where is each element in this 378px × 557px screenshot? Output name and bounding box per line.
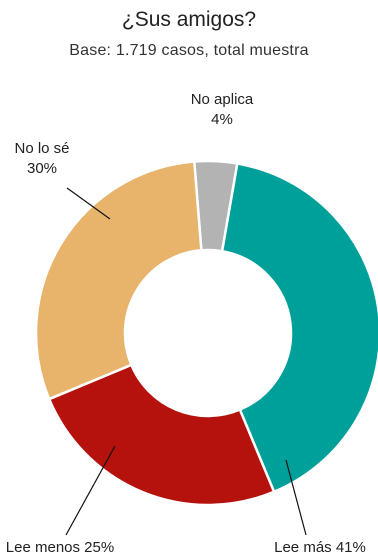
- donut-slice-no-lo-sé: [34, 160, 203, 401]
- leader-lines-layer: [65, 187, 307, 536]
- chart-subtitle: Base: 1.719 casos, total muestra: [69, 42, 309, 59]
- slices-layer: [34, 159, 378, 507]
- slice-label-value: 30%: [27, 160, 57, 177]
- chart-title: ¿Sus amigos?: [121, 8, 257, 31]
- leader-line: [65, 445, 116, 536]
- slice-label: Lee más 41%: [274, 539, 366, 556]
- slice-label-name: No lo sé: [14, 140, 69, 157]
- labels-layer: No aplica 4% Lee más 41% Lee menos 25% No lo…: [6, 91, 366, 556]
- slice-label: Lee menos 25%: [6, 539, 114, 556]
- donut-slice-lee-menos: [47, 363, 276, 507]
- slice-label-name: No aplica: [191, 91, 254, 108]
- leader-line: [66, 187, 111, 220]
- donut-slice-lee-más: [220, 162, 378, 494]
- slice-label-value: 4%: [211, 111, 233, 128]
- leader-line: [285, 459, 307, 536]
